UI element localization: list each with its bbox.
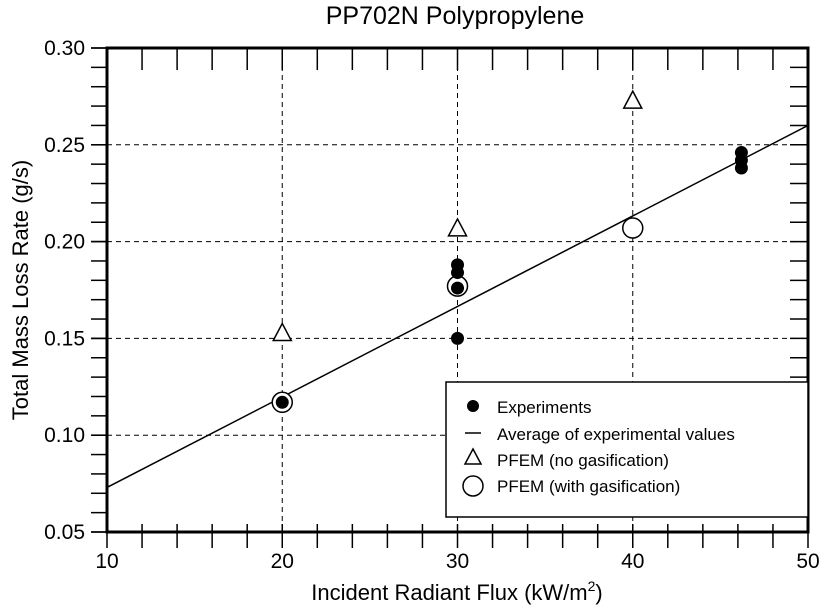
experiment-marker bbox=[451, 266, 464, 280]
open-circle-icon bbox=[462, 475, 484, 497]
x-tick-labels: 10 20 30 40 50 bbox=[95, 550, 819, 573]
experiment-marker bbox=[275, 395, 289, 409]
y-tick-label: 0.30 bbox=[44, 37, 85, 60]
experiment-marker bbox=[734, 161, 748, 175]
experiment-marker bbox=[451, 331, 464, 345]
legend-item-experiments: Experiments bbox=[497, 398, 591, 417]
y-tick-label: 0.10 bbox=[44, 424, 85, 447]
y-axis-label: Total Mass Loss Rate (g/s) bbox=[8, 160, 33, 420]
plot-frame bbox=[105, 46, 810, 534]
average-line bbox=[106, 124, 809, 489]
y-tick-label: 0.15 bbox=[44, 327, 85, 350]
x-tick-label: 40 bbox=[621, 550, 644, 573]
legend: Experiments Average of experimental valu… bbox=[445, 381, 809, 518]
y-tick-label: 0.25 bbox=[44, 134, 85, 157]
pfem-no-gasification-marker bbox=[622, 89, 643, 109]
x-tick-label: 20 bbox=[271, 550, 294, 573]
experiment-marker bbox=[451, 281, 464, 295]
filled-circle-icon bbox=[467, 400, 479, 412]
open-triangle-icon bbox=[463, 447, 483, 465]
legend-item-pfem-with-gasification: PFEM (with gasification) bbox=[497, 477, 680, 496]
x-axis-label: Incident Radiant Flux (kW/m2) bbox=[311, 578, 602, 605]
y-tick-label: 0.20 bbox=[44, 231, 85, 254]
y-tick-labels: 0.30 0.25 0.20 0.15 0.10 0.05 bbox=[44, 37, 85, 544]
average-line bbox=[106, 124, 809, 489]
x-tick-label: 30 bbox=[446, 550, 469, 573]
legend-item-average: Average of experimental values bbox=[497, 425, 735, 444]
pfem-gasification-marker bbox=[622, 217, 644, 239]
pfem-no-gasification-marker bbox=[447, 217, 468, 237]
legend-item-pfem-no-gasification: PFEM (no gasification) bbox=[497, 451, 669, 470]
x-tick-label: 50 bbox=[796, 550, 819, 573]
x-tick-label: 10 bbox=[95, 550, 118, 573]
y-tick-label: 0.05 bbox=[44, 521, 85, 544]
legend-box bbox=[445, 381, 809, 518]
pfem-no-gasification-marker bbox=[272, 321, 293, 342]
chart-title: PP702N Polypropylene bbox=[326, 2, 585, 30]
data-markers bbox=[271, 89, 748, 414]
